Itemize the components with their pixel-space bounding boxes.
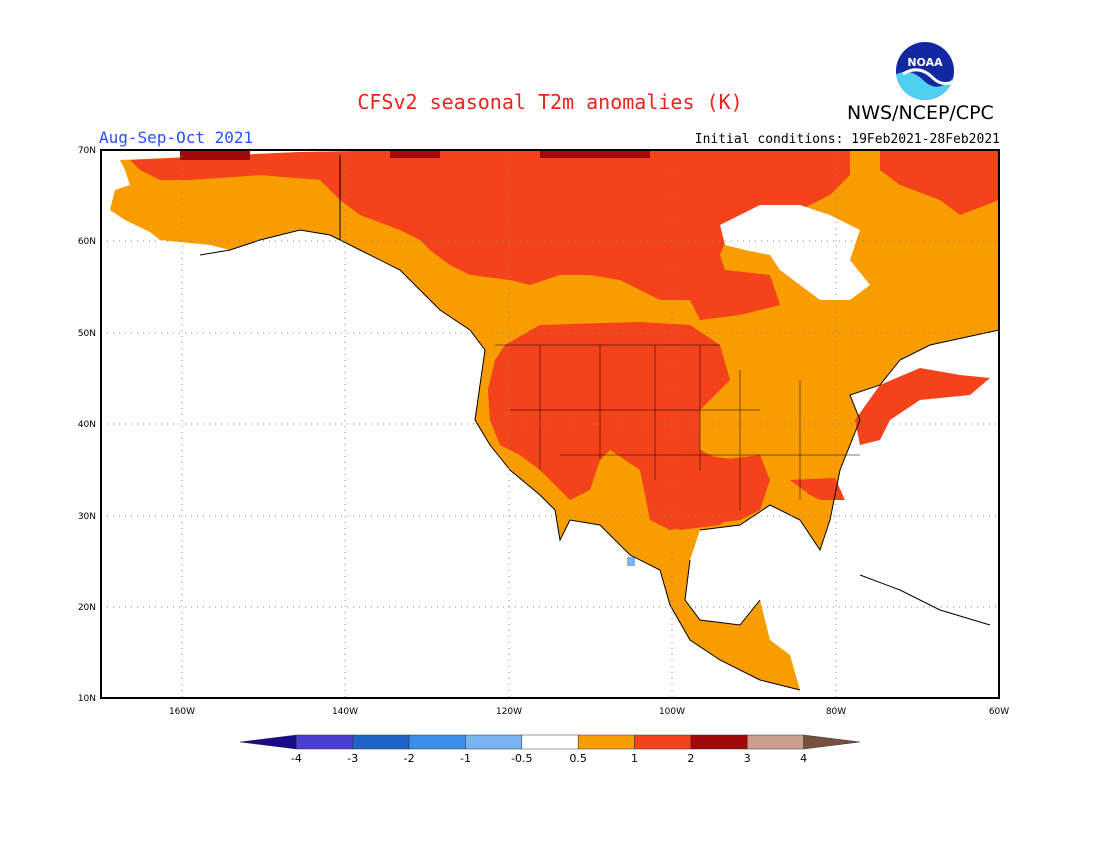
colorbar-tick-label: -2	[404, 752, 415, 765]
strong-warm-arctic-west	[180, 150, 250, 160]
logo-text: NOAA	[907, 56, 943, 69]
moderate-warm-northeast-us	[855, 368, 990, 445]
strong-warm-arctic-east	[540, 150, 650, 158]
lat-label: 20N	[78, 603, 96, 613]
graticule	[101, 150, 999, 698]
longitude-labels: 160W 140W 120W 100W 80W 60W	[169, 707, 1009, 717]
moderate-warm-southern-plains	[640, 455, 750, 530]
colorbar-swatch	[408, 734, 466, 750]
colorbar-swatch	[465, 734, 523, 750]
political-borders	[495, 344, 860, 510]
colorbar-swatch	[803, 734, 861, 750]
colorbar-tick-label: 1	[631, 752, 638, 765]
lat-label: 50N	[78, 329, 96, 339]
moderate-warm-northeast	[880, 150, 999, 215]
initial-conditions-label: Initial conditions: 19Feb2021-28Feb2021	[694, 132, 1000, 147]
lat-label: 60N	[78, 237, 96, 247]
colorbar-swatch	[296, 734, 353, 750]
anomaly-fields	[110, 150, 999, 690]
lon-label: 160W	[169, 707, 195, 717]
lon-label: 80W	[826, 707, 846, 717]
lat-label: 10N	[78, 694, 96, 704]
colorbar-tick-label: 0.5	[569, 752, 587, 765]
noaa-logo: NOAA	[896, 42, 954, 100]
neutral-greenland	[720, 205, 870, 300]
lon-label: 60W	[989, 707, 1009, 717]
coastlines	[199, 155, 999, 691]
colorbar-tick-label: -1	[460, 752, 471, 765]
lat-label: 70N	[78, 146, 96, 156]
colorbar-swatch	[690, 734, 748, 750]
lat-label: 40N	[78, 420, 96, 430]
colorbar	[239, 734, 861, 750]
colorbar-swatch	[747, 734, 804, 750]
colorbar-tick-label: 4	[800, 752, 807, 765]
colorbar-swatch	[239, 734, 297, 750]
colorbar-tick-label: 3	[744, 752, 751, 765]
map-frame	[100, 149, 1000, 699]
moderate-warm-north	[130, 150, 850, 320]
lon-label: 100W	[659, 707, 685, 717]
lon-label: 140W	[332, 707, 358, 717]
chart-title: CFSv2 seasonal T2m anomalies (K)	[357, 90, 743, 114]
colorbar-swatch	[577, 734, 635, 750]
weak-cool-patch	[627, 557, 635, 566]
lon-label: 120W	[496, 707, 522, 717]
colorbar-ticks: -4 -3 -2 -1 -0.5 0.5 1 2 3 4	[291, 752, 807, 765]
season-label: Aug-Sep-Oct 2021	[99, 128, 254, 147]
moderate-warm-southeast	[790, 478, 845, 500]
colorbar-tick-label: -4	[291, 752, 302, 765]
latitude-labels: 70N 60N 50N 40N 30N 20N 10N	[78, 146, 96, 704]
colorbar-tick-label: -3	[347, 752, 358, 765]
colorbar-tick-label: -0.5	[511, 752, 532, 765]
agency-label: NWS/NCEP/CPC	[847, 102, 994, 124]
strong-warm-arctic-central	[390, 150, 440, 158]
colorbar-swatch	[352, 734, 410, 750]
colorbar-swatch	[521, 734, 579, 750]
colorbar-tick-label: 2	[687, 752, 694, 765]
colorbar-swatch	[634, 734, 692, 750]
lat-label: 30N	[78, 512, 96, 522]
